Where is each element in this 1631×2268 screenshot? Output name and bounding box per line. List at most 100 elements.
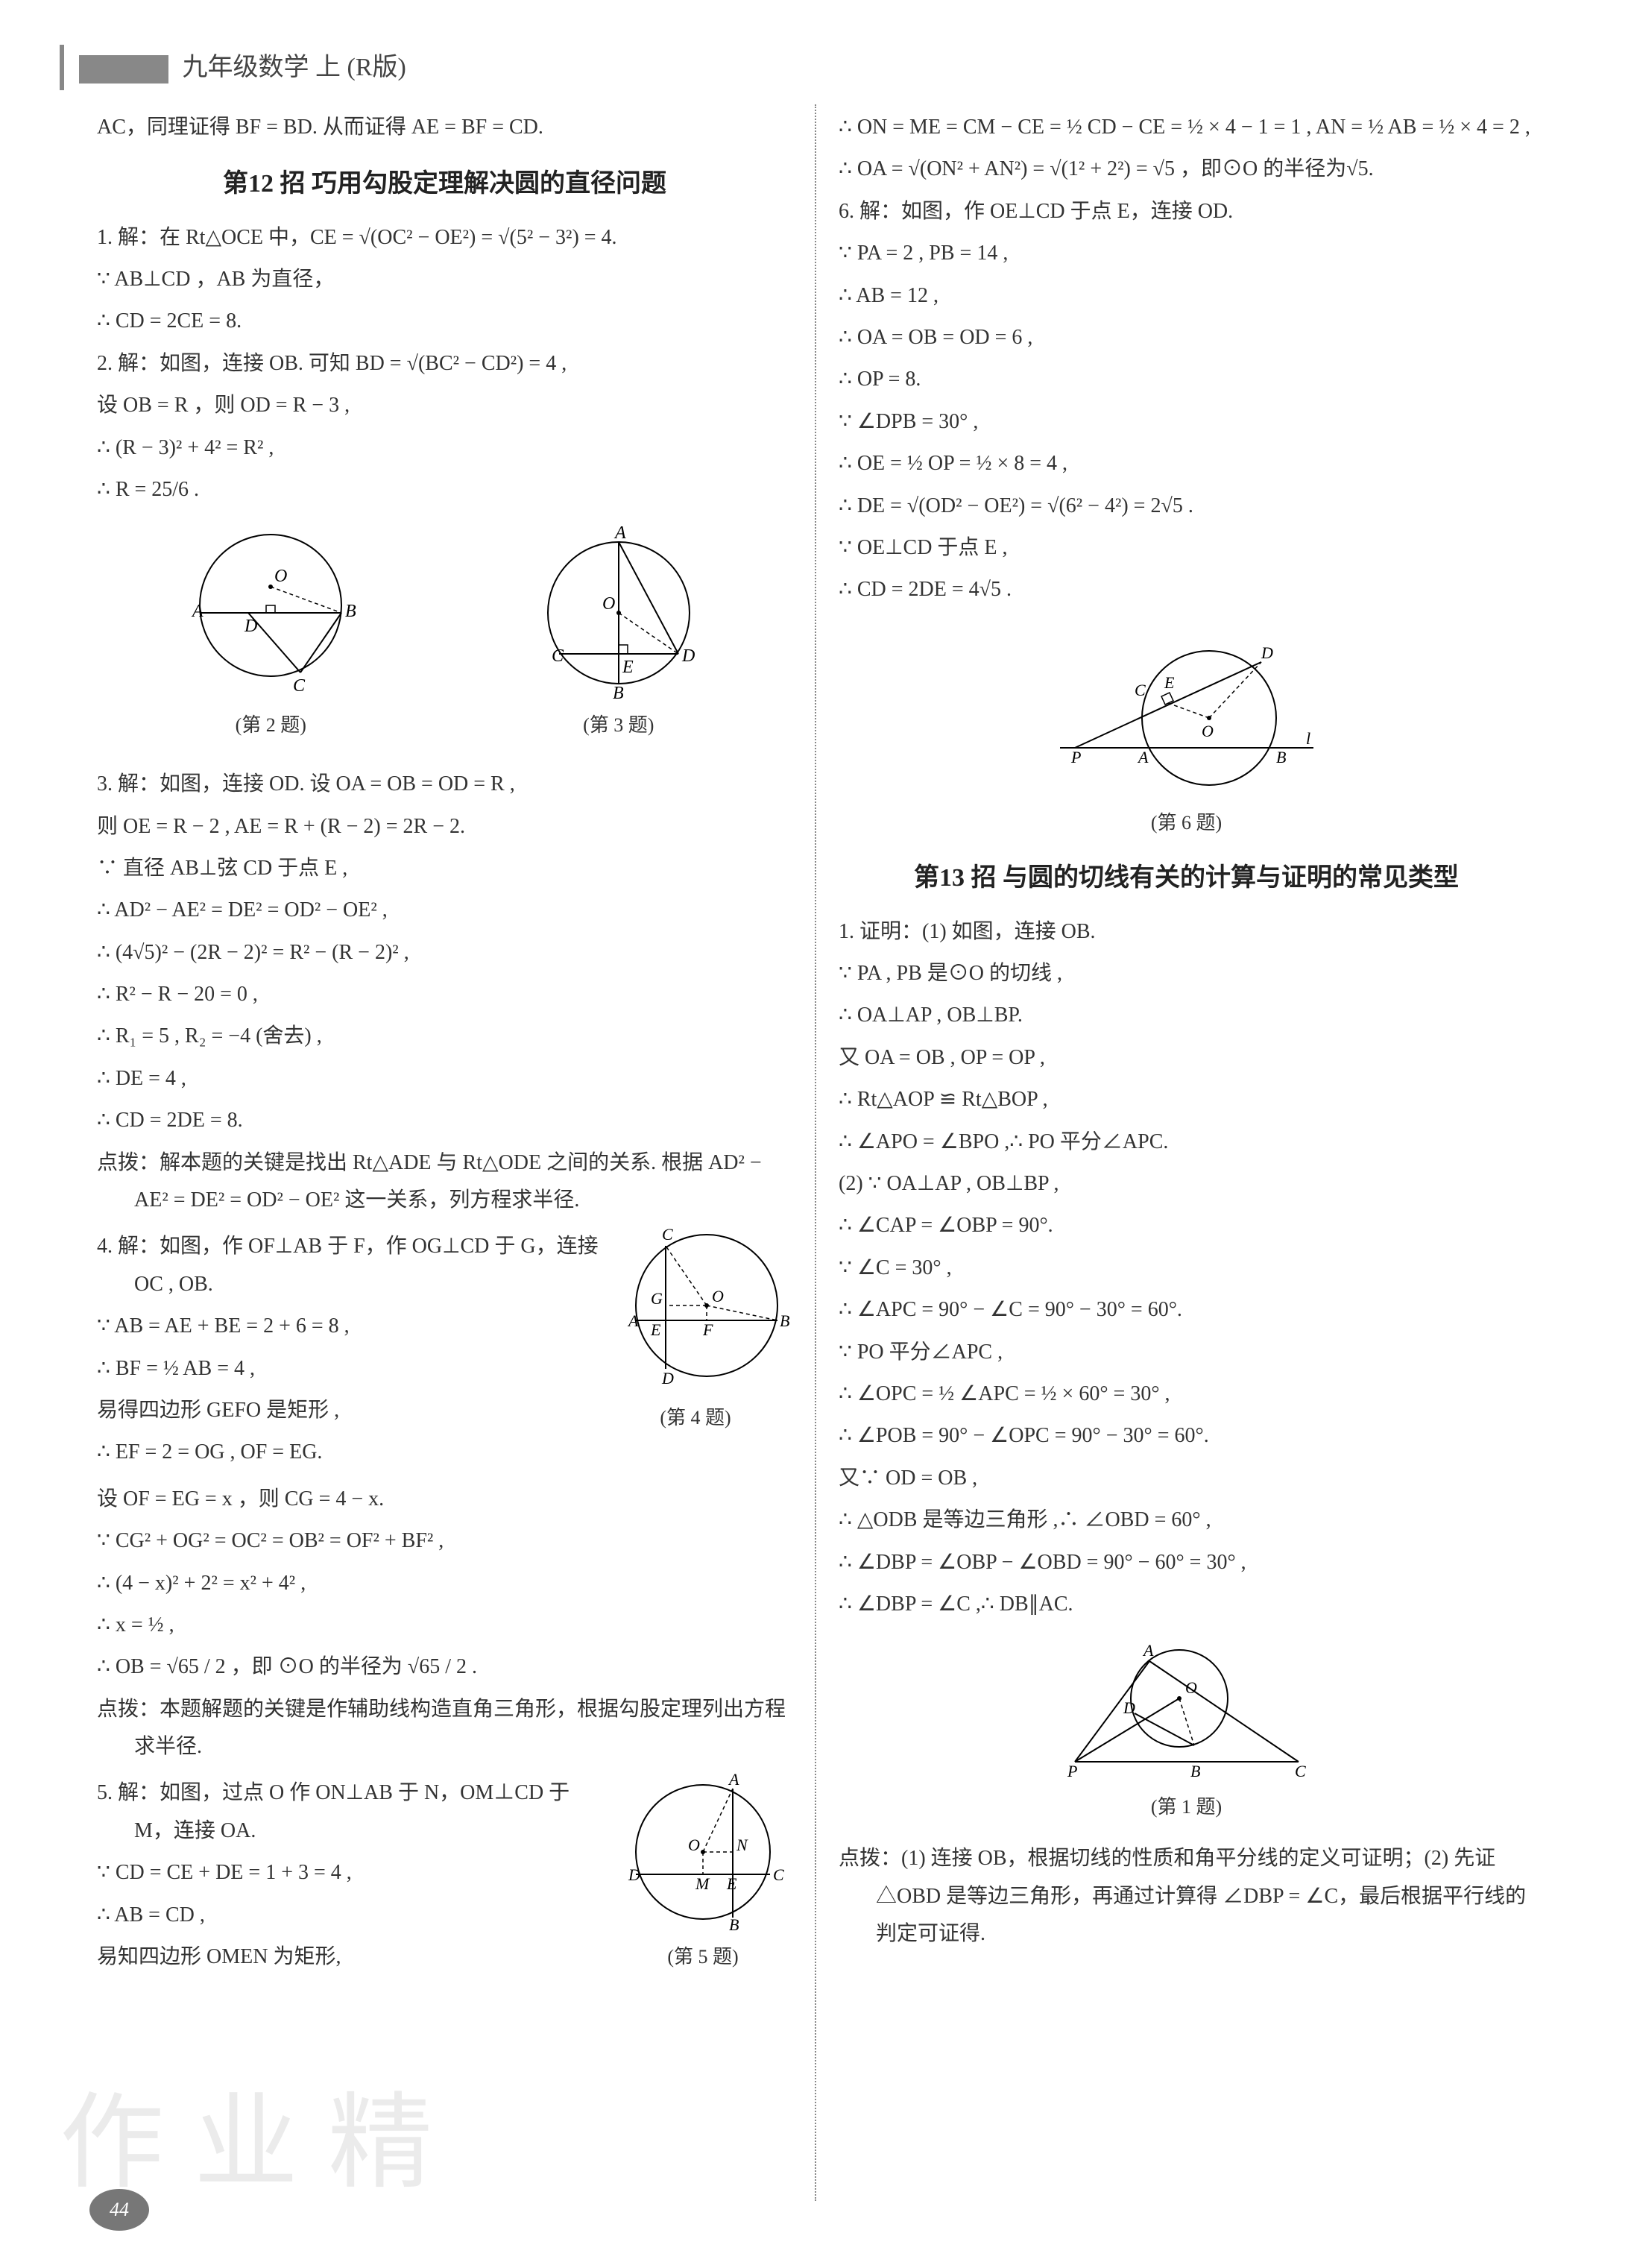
q4-l4: 易得四边形 GEFO 是矩形 , (97, 1392, 599, 1429)
q3-l3: ∵ 直径 AB⊥弦 CD 于点 E , (97, 850, 792, 887)
svg-text:C: C (293, 676, 306, 696)
diagram-q4: C A B D E F G O (第 4 题) (599, 1223, 792, 1451)
q4-l7: ∵ CG² + OG² = OC² = OB² = OF² + BF² , (97, 1522, 792, 1560)
q4-l3: ∴ BF = ½ AB = 4 , (97, 1350, 599, 1387)
svg-text:D: D (681, 646, 695, 666)
section-12-title: 第12 招 巧用勾股定理解决圆的直径问题 (97, 161, 792, 207)
r-q1-l9: ∵ ∠C = 30° , (839, 1250, 1534, 1287)
svg-text:A: A (1142, 1641, 1154, 1660)
svg-text:B: B (780, 1311, 789, 1330)
svg-text:D: D (661, 1369, 674, 1387)
r-q1-l6: ∴ ∠APO = ∠BPO ,∴ PO 平分∠APC. (839, 1124, 1534, 1161)
right-column: ∴ ON = ME = CM − CE = ½ CD − CE = ½ × 4 … (816, 104, 1556, 2201)
svg-text:B: B (345, 602, 356, 621)
q3-l2: 则 OE = R − 2 , AE = R + (R − 2) = 2R − 2… (97, 808, 792, 845)
svg-text:O: O (602, 594, 615, 614)
svg-text:O: O (274, 567, 287, 586)
svg-text:E: E (1164, 673, 1175, 692)
q6-l9: ∵ OE⊥CD 于点 E , (839, 529, 1534, 567)
q4-l2: ∵ AB = AE + BE = 2 + 6 = 8 , (97, 1308, 599, 1345)
fig-r1-caption: (第 1 题) (839, 1790, 1534, 1825)
section-13-title: 第13 招 与圆的切线有关的计算与证明的常见类型 (839, 855, 1534, 901)
circle-diagram-5: A B C D O N M E (613, 1770, 792, 1934)
svg-text:E: E (622, 658, 634, 677)
q1-l1: 1. 解：在 Rt△OCE 中，CE = √(OC² − OE²) = √(5²… (97, 219, 792, 256)
r-q1-l8: ∴ ∠CAP = ∠OBP = 90°. (839, 1207, 1534, 1244)
q6-l1: 6. 解：如图，作 OE⊥CD 于点 E，连接 OD. (839, 193, 1534, 230)
left-column: AC，同理证得 BF = BD. 从而证得 AE = BF = CD. 第12 … (75, 104, 816, 2201)
svg-text:E: E (726, 1874, 737, 1893)
svg-text:O: O (688, 1836, 700, 1854)
svg-text:F: F (702, 1320, 713, 1339)
svg-text:M: M (695, 1874, 710, 1893)
diagram-q6: P A B l O C E D (第 6 题) (839, 621, 1534, 841)
svg-text:A: A (191, 602, 204, 621)
svg-text:P: P (1067, 1762, 1077, 1780)
svg-text:B: B (1190, 1762, 1200, 1780)
svg-text:D: D (628, 1865, 640, 1884)
header-title: 九年级数学 上 (R版) (183, 54, 406, 81)
circle-diagram-4: C A B D E F G O (599, 1223, 792, 1395)
svg-text:A: A (728, 1770, 739, 1789)
q6-l5: ∴ OP = 8. (839, 361, 1534, 398)
q2-l2: 设 OB = R ，则 OD = R − 3 , (97, 387, 792, 424)
r-q1-l1: 1. 证明：(1) 如图，连接 OB. (839, 913, 1534, 951)
svg-text:D: D (1123, 1698, 1135, 1717)
q6-l4: ∴ OA = OB = OD = 6 , (839, 319, 1534, 356)
diagram-r-q1: P B C A D O (第 1 题) (839, 1635, 1534, 1825)
svg-text:B: B (613, 684, 624, 702)
q6-l10: ∴ CD = 2DE = 4√5 . (839, 571, 1534, 608)
q4-l8: ∴ (4 − x)² + 2² = x² + 4² , (97, 1565, 792, 1602)
q4-note: 点拨：本题解题的关键是作辅助线构造直角三角形，根据勾股定理列出方程求半径. (97, 1691, 792, 1766)
q3-note: 点拨：解本题的关键是找出 Rt△ADE 与 Rt△ODE 之间的关系. 根据 A… (97, 1144, 792, 1220)
q3-l6: ∴ R² − R − 20 = 0 , (97, 976, 792, 1013)
q5-l1: 5. 解：如图，过点 O 作 ON⊥AB 于 N，OM⊥CD 于 M，连接 OA… (97, 1774, 613, 1850)
q3-l7: ∴ R₁ = 5 , R₂ = −4 (舍去) , (97, 1018, 792, 1055)
r-q1-l10: ∴ ∠APC = 90° − ∠C = 90° − 30° = 60°. (839, 1291, 1534, 1329)
q5c-l1: ∴ ON = ME = CM − CE = ½ CD − CE = ½ × 4 … (839, 109, 1534, 146)
svg-text:C: C (1295, 1762, 1306, 1780)
q2-l3: ∴ (R − 3)² + 4² = R² , (97, 429, 792, 467)
svg-text:O: O (712, 1287, 724, 1305)
q5-l3: ∴ AB = CD , (97, 1897, 613, 1934)
q5-l2: ∵ CD = CE + DE = 1 + 3 = 4 , (97, 1854, 613, 1891)
q6-l6: ∵ ∠DPB = 30° , (839, 403, 1534, 441)
fig4-caption: (第 4 题) (599, 1401, 792, 1436)
q3-l9: ∴ CD = 2DE = 8. (97, 1102, 792, 1139)
q6-l8: ∴ DE = √(OD² − OE²) = √(6² − 4²) = 2√5 . (839, 488, 1534, 525)
q2-l1: 2. 解：如图，连接 OB. 可知 BD = √(BC² − CD²) = 4 … (97, 345, 792, 382)
svg-text:C: C (773, 1865, 784, 1884)
r-q1-l14: 又∵ OD = OB , (839, 1460, 1534, 1497)
circle-diagram-6: P A B l O C E D (1053, 621, 1321, 800)
svg-text:O: O (1185, 1678, 1197, 1697)
svg-text:D: D (244, 617, 257, 636)
q6-l7: ∴ OE = ½ OP = ½ × 8 = 4 , (839, 445, 1534, 482)
diagram-q3: A C D B O E (第 3 题) (522, 523, 716, 758)
q1-l2: ∵ AB⊥CD ，AB 为直径， (97, 261, 792, 298)
svg-text:O: O (1202, 722, 1214, 740)
r-q1-l12: ∴ ∠OPC = ½ ∠APC = ½ × 60° = 30° , (839, 1376, 1534, 1413)
r-q1-l11: ∵ PO 平分∠APC , (839, 1334, 1534, 1371)
q1-l3: ∴ CD = 2CE = 8. (97, 303, 792, 340)
r-q1-l13: ∴ ∠POB = 90° − ∠OPC = 90° − 30° = 60°. (839, 1417, 1534, 1455)
r-q1-l15: ∴ △ODB 是等边三角形 ,∴ ∠OBD = 60° , (839, 1502, 1534, 1539)
q4-l1: 4. 解：如图，作 OF⊥AB 于 F，作 OG⊥CD 于 G，连接 OC , … (97, 1228, 599, 1303)
svg-text:P: P (1070, 748, 1081, 766)
fig6-caption: (第 6 题) (839, 806, 1534, 841)
r-q1-l3: ∴ OA⊥AP , OB⊥BP. (839, 997, 1534, 1034)
circle-diagram-3: A C D B O E (522, 523, 716, 702)
svg-text:A: A (627, 1311, 639, 1330)
q4-l10: ∴ OB = √65 / 2 ，即 ⊙O 的半径为 √65 / 2 . (97, 1648, 792, 1686)
fig3-caption: (第 3 题) (522, 708, 716, 743)
svg-text:l: l (1306, 729, 1310, 748)
q3-l8: ∴ DE = 4 , (97, 1060, 792, 1097)
svg-text:N: N (736, 1836, 748, 1854)
q4-l5: ∴ EF = 2 = OG , OF = EG. (97, 1434, 599, 1471)
circle-diagram-2: A B C D O (174, 523, 367, 702)
page-number-value: 44 (89, 2189, 149, 2231)
content: AC，同理证得 BF = BD. 从而证得 AE = BF = CD. 第12 … (75, 104, 1556, 2201)
svg-text:C: C (552, 646, 564, 666)
diagram-row-2-3: A B C D O (第 2 题) A C (97, 523, 792, 758)
r-q1-l16: ∴ ∠DBP = ∠OBP − ∠OBD = 90° − 60° = 30° , (839, 1544, 1534, 1581)
r-q1-l4: 又 OA = OB , OP = OP , (839, 1039, 1534, 1077)
